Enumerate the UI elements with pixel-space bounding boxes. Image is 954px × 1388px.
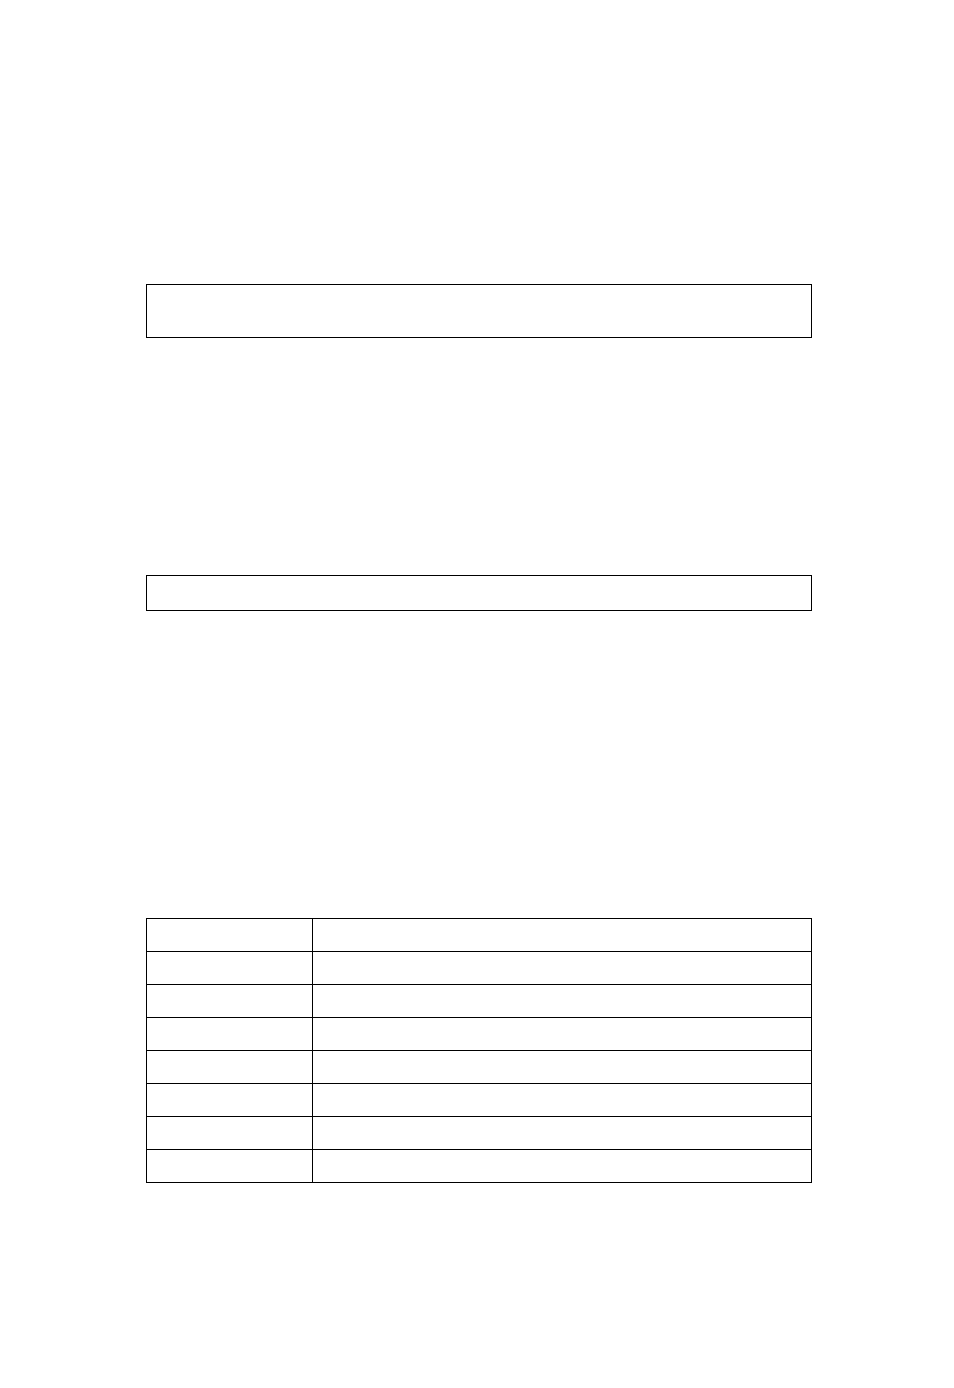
- table-cell: [147, 919, 313, 952]
- table-cell: [312, 1051, 811, 1084]
- document-page: [0, 0, 954, 1388]
- table-cell: [147, 1150, 313, 1183]
- table-row: [147, 1084, 812, 1117]
- empty-box-upper: [146, 284, 812, 338]
- blank-table: [146, 918, 812, 1183]
- table-cell: [147, 985, 313, 1018]
- table-cell: [147, 1117, 313, 1150]
- empty-box-lower: [146, 575, 812, 611]
- table-row: [147, 1051, 812, 1084]
- table-row: [147, 952, 812, 985]
- table-cell: [312, 985, 811, 1018]
- table-cell: [312, 919, 811, 952]
- table-row: [147, 1117, 812, 1150]
- table-cell: [147, 952, 313, 985]
- table-cell: [312, 952, 811, 985]
- table-cell: [147, 1051, 313, 1084]
- table-row: [147, 985, 812, 1018]
- table-row: [147, 1150, 812, 1183]
- table-cell: [147, 1018, 313, 1051]
- table-row: [147, 919, 812, 952]
- table-cell: [147, 1084, 313, 1117]
- table-cell: [312, 1150, 811, 1183]
- table-cell: [312, 1018, 811, 1051]
- table-row: [147, 1018, 812, 1051]
- table-cell: [312, 1084, 811, 1117]
- table-cell: [312, 1117, 811, 1150]
